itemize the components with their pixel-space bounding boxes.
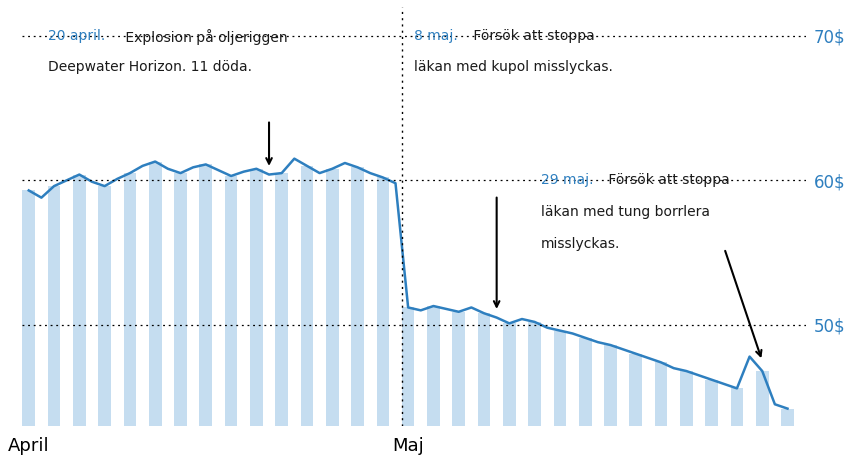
Bar — [377, 177, 389, 426]
Bar — [86, 182, 98, 426]
Bar — [705, 380, 718, 426]
Bar — [250, 169, 262, 426]
Bar — [541, 328, 554, 426]
Bar — [162, 169, 174, 426]
Bar — [630, 354, 642, 426]
Bar — [338, 163, 351, 426]
Bar — [275, 173, 288, 426]
Text: Försök att stoppa: Försök att stoppa — [469, 29, 595, 43]
Bar — [756, 371, 769, 426]
Text: 8 maj.: 8 maj. — [414, 29, 458, 43]
Bar — [478, 313, 491, 426]
Bar — [414, 310, 427, 426]
Text: Deepwater Horizon. 11 döda.: Deepwater Horizon. 11 döda. — [48, 61, 251, 74]
Bar — [402, 308, 414, 426]
Text: Försök att stoppa: Försök att stoppa — [604, 173, 730, 187]
Bar — [465, 308, 478, 426]
Text: läkan med tung borrlera: läkan med tung borrlera — [541, 205, 710, 219]
Bar — [364, 173, 377, 426]
Text: 20 april.: 20 april. — [48, 29, 105, 43]
Bar — [440, 309, 452, 426]
Bar — [60, 180, 73, 426]
Bar — [617, 349, 630, 426]
Bar — [591, 342, 604, 426]
Bar — [491, 317, 503, 426]
Bar — [238, 172, 250, 426]
Bar — [351, 167, 364, 426]
Bar — [579, 338, 591, 426]
Bar — [680, 371, 693, 426]
Bar — [781, 408, 794, 426]
Bar — [73, 175, 86, 426]
Text: Explosion på oljeriggen: Explosion på oljeriggen — [121, 29, 288, 44]
Bar — [199, 164, 212, 426]
Text: läkan med kupol misslyckas.: läkan med kupol misslyckas. — [414, 61, 613, 74]
Bar — [212, 170, 225, 426]
Bar — [731, 389, 743, 426]
Bar — [288, 158, 301, 426]
Bar — [262, 175, 275, 426]
Bar — [642, 358, 654, 426]
Bar — [98, 186, 111, 426]
Bar — [452, 312, 465, 426]
Bar — [136, 166, 149, 426]
Bar — [149, 162, 162, 426]
Text: misslyckas.: misslyckas. — [541, 237, 620, 251]
Bar — [693, 376, 705, 426]
Bar — [427, 306, 440, 426]
Bar — [528, 322, 541, 426]
Bar — [301, 166, 314, 426]
Bar — [503, 323, 515, 426]
Bar — [769, 404, 781, 426]
Text: 29 maj.: 29 maj. — [541, 173, 594, 187]
Bar — [174, 173, 187, 426]
Bar — [225, 176, 238, 426]
Bar — [22, 190, 35, 426]
Bar — [554, 331, 567, 426]
Bar — [604, 345, 617, 426]
Bar — [187, 167, 199, 426]
Bar — [567, 334, 579, 426]
Bar — [654, 362, 667, 426]
Bar — [718, 384, 731, 426]
Bar — [743, 357, 756, 426]
Bar — [124, 173, 136, 426]
Bar — [111, 179, 124, 426]
Bar — [326, 169, 338, 426]
Bar — [389, 183, 402, 426]
Bar — [35, 198, 48, 426]
Bar — [515, 319, 528, 426]
Bar — [667, 368, 680, 426]
Bar — [48, 186, 60, 426]
Bar — [314, 173, 326, 426]
